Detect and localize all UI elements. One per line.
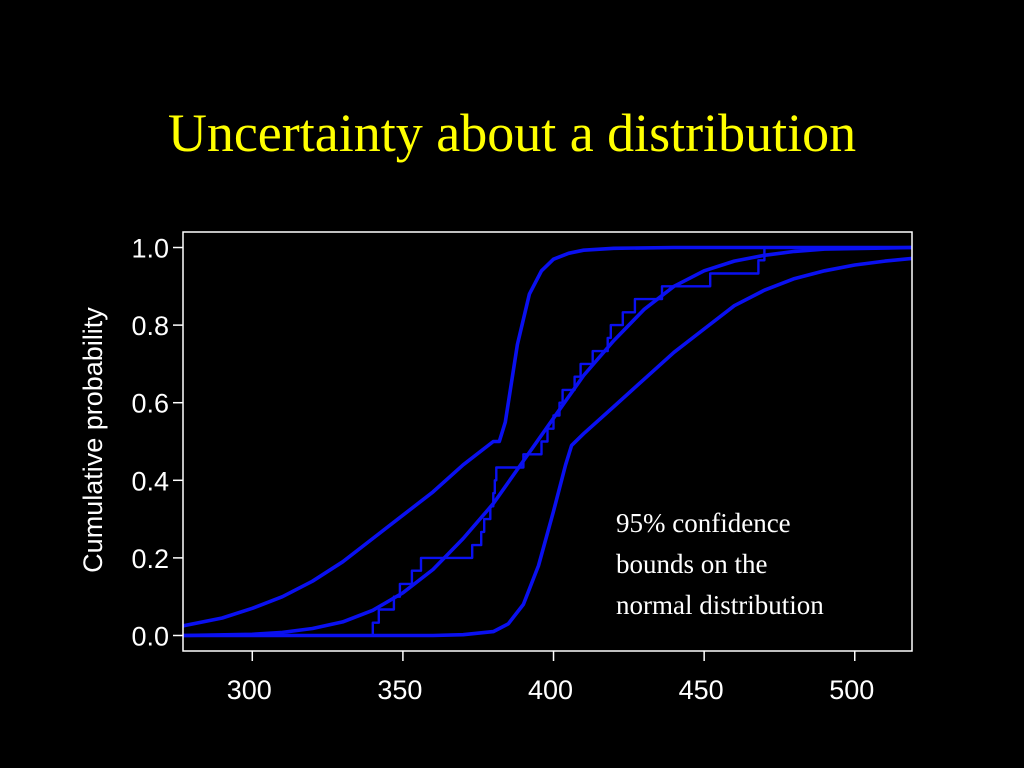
x-tick-label: 450 bbox=[679, 675, 724, 705]
series-bound-0 bbox=[183, 245, 912, 628]
chart-axes: 0.0 0.2 0.4 0.6 0.8 1.0 300 350 400 450 500 bbox=[131, 234, 874, 705]
y-axis-label: Cumulative probability bbox=[78, 307, 108, 573]
series-fit-1 bbox=[183, 245, 912, 638]
x-tick-label: 500 bbox=[829, 675, 874, 705]
chart-annotation: 95% confidence bounds on the normal distri… bbox=[616, 508, 824, 620]
y-tick-label: 1.0 bbox=[131, 234, 169, 264]
y-tick-label: 0.8 bbox=[131, 311, 169, 341]
y-tick-label: 0.6 bbox=[131, 389, 169, 419]
annotation-line: normal distribution bbox=[616, 590, 824, 620]
x-tick-label: 400 bbox=[528, 675, 573, 705]
plot-frame bbox=[182, 231, 913, 652]
slide-title: Uncertainty about a distribution bbox=[167, 103, 857, 163]
annotation-line: bounds on the bbox=[616, 549, 768, 579]
chart-curves bbox=[183, 245, 912, 638]
annotation-line: 95% confidence bbox=[616, 508, 791, 538]
x-tick-label: 350 bbox=[377, 675, 422, 705]
series-empirical-3 bbox=[183, 246, 912, 637]
y-tick-label: 0.0 bbox=[131, 621, 169, 651]
y-tick-label: 0.4 bbox=[131, 466, 169, 496]
y-tick-label: 0.2 bbox=[131, 544, 169, 574]
x-tick-label: 300 bbox=[227, 675, 272, 705]
series-bound-2 bbox=[183, 256, 912, 638]
